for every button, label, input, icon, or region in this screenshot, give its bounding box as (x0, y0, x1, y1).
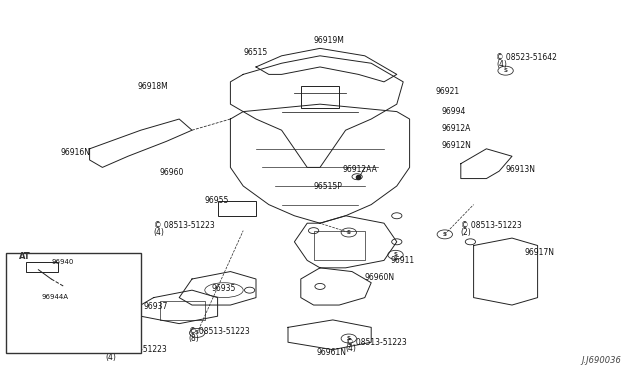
Text: 96918M: 96918M (138, 82, 168, 91)
Text: (4): (4) (154, 228, 164, 237)
Text: S: S (347, 230, 351, 235)
Text: (4): (4) (496, 60, 507, 69)
Bar (314, 231, 365, 260)
Text: 96940: 96940 (51, 259, 74, 265)
Bar (6, 253, 141, 353)
Text: S: S (443, 232, 447, 237)
Text: 96916N: 96916N (61, 148, 91, 157)
Text: 96913N: 96913N (506, 165, 536, 174)
Text: 96917N: 96917N (525, 248, 555, 257)
Text: S: S (347, 336, 351, 341)
Text: 96955: 96955 (205, 196, 229, 205)
Text: 96961N: 96961N (317, 348, 347, 357)
Text: AT: AT (19, 251, 31, 260)
Text: (8): (8) (189, 334, 200, 343)
Text: S: S (195, 330, 199, 336)
Bar (301, 86, 339, 108)
Text: 96921: 96921 (435, 87, 460, 96)
Text: 96515P: 96515P (314, 182, 342, 190)
Text: S: S (124, 340, 127, 346)
Text: © 08513-61223: © 08513-61223 (38, 312, 88, 317)
Text: 96912A: 96912A (442, 124, 471, 133)
Text: (4): (4) (44, 319, 52, 324)
Text: 96515: 96515 (243, 48, 268, 57)
Text: © 08513-51223: © 08513-51223 (154, 221, 214, 230)
Text: S: S (394, 252, 397, 257)
Text: © 08513-51223: © 08513-51223 (106, 345, 166, 354)
Text: 96944A: 96944A (42, 295, 68, 301)
Text: (2): (2) (461, 228, 472, 237)
Text: 96912AA: 96912AA (342, 165, 377, 174)
Text: S: S (29, 312, 33, 317)
Text: © 08513-51223: © 08513-51223 (346, 338, 406, 347)
Text: 96912N: 96912N (442, 141, 472, 150)
Bar (160, 301, 205, 320)
Bar (218, 201, 256, 216)
Text: 96919M: 96919M (314, 36, 344, 45)
Text: (4): (4) (106, 353, 116, 362)
Text: 96937: 96937 (144, 302, 168, 311)
Text: 96935: 96935 (211, 284, 236, 293)
Text: 96960N: 96960N (365, 273, 395, 282)
Text: 96994: 96994 (442, 107, 466, 116)
Bar (26, 262, 58, 272)
Text: © 08513-51223: © 08513-51223 (461, 221, 522, 230)
Text: 96911: 96911 (390, 256, 415, 265)
Text: (4): (4) (346, 344, 356, 353)
Text: © 08513-51223: © 08513-51223 (189, 327, 250, 336)
Text: J.J690036: J.J690036 (581, 356, 621, 365)
Text: S: S (504, 68, 508, 73)
Text: © 08523-51642: © 08523-51642 (496, 53, 557, 62)
Text: 96960: 96960 (160, 169, 184, 177)
